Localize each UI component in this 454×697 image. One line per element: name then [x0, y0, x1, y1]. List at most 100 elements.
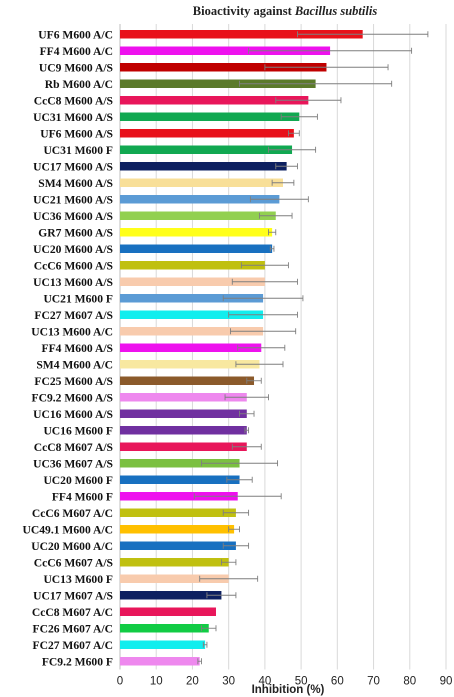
bar — [120, 30, 363, 39]
category-label: UC13 M600 A/S — [33, 276, 113, 289]
category-label: UC16 M600 A/S — [33, 408, 113, 421]
error-bar — [239, 410, 255, 417]
category-label: UC13 M600 A/C — [31, 325, 113, 338]
error-bar — [237, 344, 286, 351]
bar — [120, 310, 264, 319]
error-bar — [235, 361, 284, 368]
error-bar — [206, 592, 237, 599]
bar — [120, 228, 273, 237]
bar — [120, 63, 327, 72]
x-tick-label: 20 — [186, 676, 199, 688]
category-label: UC49.1 M600 A/C — [23, 523, 114, 536]
x-tick-label: 70 — [367, 676, 380, 688]
bar — [120, 261, 265, 270]
x-tick-label: 80 — [403, 676, 416, 688]
x-tick-label: 90 — [440, 676, 453, 688]
category-label: Rb M600 A/C — [45, 78, 113, 91]
error-bar — [246, 377, 262, 384]
category-label: UF6 M600 A/C — [38, 28, 113, 41]
error-bar — [280, 113, 318, 120]
category-label: FC26 M607 A/C — [32, 622, 113, 635]
category-label: CcC8 M607 A/S — [34, 441, 113, 454]
error-bar — [220, 559, 237, 566]
error-bar — [228, 311, 298, 318]
error-bar — [297, 31, 429, 38]
category-label: UC20 M600 A/S — [33, 243, 113, 256]
error-bar — [193, 493, 282, 500]
error-bar — [222, 295, 304, 302]
error-bar — [275, 163, 298, 170]
category-label: UC9 M600 A/S — [39, 61, 113, 74]
category-label: CcC6 M600 A/S — [34, 259, 113, 272]
category-label: UC16 M600 F — [43, 424, 113, 437]
error-bar — [259, 212, 293, 219]
category-label: UC17 M607 A/S — [33, 589, 113, 602]
category-label: UC36 M607 A/S — [33, 457, 113, 470]
category-label: GR7 M600 A/S — [38, 226, 113, 239]
bar — [120, 492, 238, 501]
bar — [120, 162, 287, 171]
error-bar — [197, 658, 202, 665]
x-tick-labels: 0 10 20 30 40 50 60 70 80 90 — [117, 676, 453, 688]
error-bar — [239, 80, 393, 87]
x-tick-label: 0 — [117, 676, 123, 688]
chart-title: Bioactivity against Bacillus subtilis — [193, 4, 378, 18]
chart-title-prefix: Bioactivity against — [193, 4, 295, 18]
category-label: CcC8 M607 A/C — [32, 606, 113, 619]
bar — [120, 277, 265, 286]
bar — [120, 343, 262, 352]
error-bar — [268, 146, 317, 153]
x-tick-label: 10 — [150, 676, 163, 688]
bar — [120, 211, 276, 220]
error-bar — [224, 394, 269, 401]
bar — [120, 112, 300, 121]
error-bar — [231, 443, 262, 450]
bar — [120, 360, 260, 369]
error-bar — [201, 625, 217, 632]
category-label: UC13 M600 F — [43, 573, 113, 586]
category-label: FC25 M600 A/S — [34, 375, 113, 388]
bar — [120, 607, 216, 616]
bar — [120, 459, 240, 468]
error-bar — [222, 542, 250, 549]
bar — [120, 541, 236, 550]
error-bar — [268, 229, 277, 236]
category-label: CcC6 M607 A/C — [32, 507, 113, 520]
bar — [120, 591, 222, 600]
error-bar — [231, 278, 298, 285]
category-label: FF4 M600 A/S — [42, 342, 114, 355]
x-tick-label: 40 — [258, 676, 271, 688]
bar — [120, 508, 236, 517]
x-tick-label: 50 — [295, 676, 308, 688]
error-bars — [193, 31, 429, 665]
error-bar — [264, 64, 389, 71]
bar — [120, 442, 247, 451]
category-label: FF4 M600 A/C — [40, 45, 113, 58]
error-bar — [230, 328, 297, 335]
bar — [120, 657, 200, 666]
bars — [120, 30, 363, 666]
bar — [120, 376, 255, 385]
bar — [120, 178, 283, 187]
category-label: UC17 M600 A/S — [33, 160, 113, 173]
category-label: UC31 M600 A/S — [33, 111, 113, 124]
bar — [120, 195, 280, 204]
x-axis-title: Inhibition (%) — [252, 684, 325, 696]
category-label: UC21 M600 F — [43, 292, 113, 305]
category-label: SM4 M600 A/C — [36, 358, 113, 371]
category-label: UC20 M600 A/C — [31, 540, 113, 553]
bar — [120, 294, 264, 303]
category-label: UC31 M600 F — [43, 144, 113, 157]
bar — [120, 426, 247, 435]
error-bar — [228, 526, 240, 533]
category-label: UC21 M600 A/S — [33, 193, 113, 206]
x-tick-label: 30 — [222, 676, 235, 688]
category-label: CcC8 M600 A/S — [34, 94, 113, 107]
bar — [120, 640, 206, 649]
error-bar — [275, 97, 342, 104]
chart-title-organism: Bacillus subtilis — [294, 4, 377, 18]
category-label: UF6 M600 A/S — [40, 127, 113, 140]
bar — [120, 624, 209, 633]
